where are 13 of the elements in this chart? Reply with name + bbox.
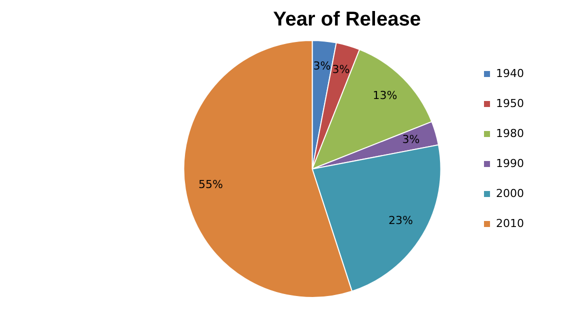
data-label: 13% [372, 89, 398, 102]
data-label: 23% [388, 214, 413, 228]
data-label: 3% [332, 63, 350, 76]
legend-label: 2010 [496, 216, 524, 230]
data-label: 55% [198, 178, 223, 191]
legend-label: 2000 [496, 186, 524, 200]
legend-label: 1980 [496, 126, 524, 140]
chart-title: Year of Release [273, 8, 421, 31]
legend-label: 1950 [496, 96, 524, 110]
legend-label: 1940 [496, 66, 524, 80]
data-label: 3% [402, 133, 420, 146]
legend-label: 1990 [496, 156, 524, 170]
data-label: 3% [313, 60, 331, 73]
